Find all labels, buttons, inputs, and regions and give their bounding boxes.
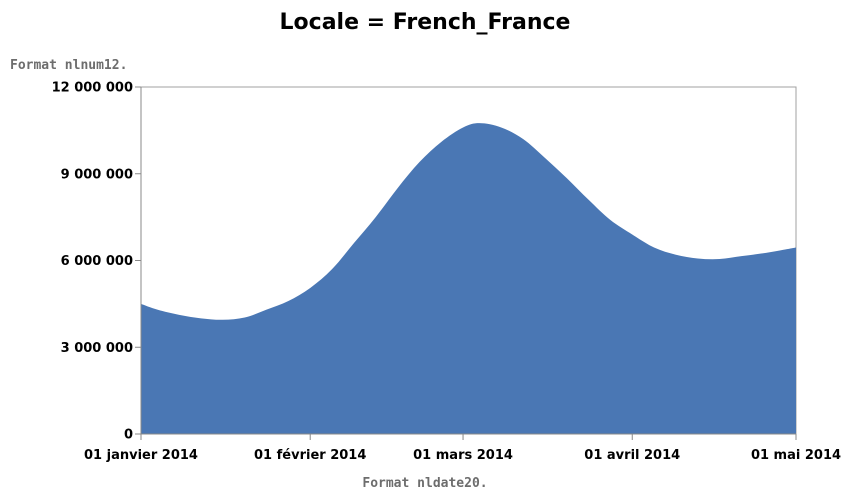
data-point xyxy=(157,309,158,310)
data-point xyxy=(697,258,698,259)
data-point xyxy=(332,269,333,270)
data-point xyxy=(479,123,480,124)
data-point xyxy=(719,259,720,260)
y-tick-label: 0 xyxy=(124,428,133,443)
data-point xyxy=(419,162,420,163)
data-point xyxy=(353,243,354,244)
data-point xyxy=(796,247,797,248)
data-point xyxy=(288,300,289,301)
x-tick-label: 01 février 2014 xyxy=(254,448,366,463)
data-point xyxy=(501,127,502,128)
data-point xyxy=(463,127,464,128)
data-point xyxy=(610,220,611,221)
data-point xyxy=(785,249,786,250)
data-point xyxy=(523,139,524,140)
data-point xyxy=(588,199,589,200)
x-tick-label: 01 avril 2014 xyxy=(584,448,680,463)
y-tick-label: 6 000 000 xyxy=(61,254,133,269)
y-axis-label: Format nlnum12. xyxy=(10,58,128,73)
data-point xyxy=(632,234,633,235)
x-tick-label: 01 mars 2014 xyxy=(413,448,513,463)
y-tick-label: 3 000 000 xyxy=(61,341,133,356)
x-tick-label: 01 janvier 2014 xyxy=(84,448,198,463)
data-point xyxy=(441,141,442,142)
data-point xyxy=(244,317,245,318)
x-axis-label: Format nldate20. xyxy=(362,476,488,491)
data-point xyxy=(566,178,567,179)
data-point xyxy=(675,254,676,255)
area-series-0 xyxy=(141,123,796,434)
data-point xyxy=(397,188,398,189)
data-point xyxy=(741,256,742,257)
data-point xyxy=(201,318,202,319)
data-point xyxy=(310,287,311,288)
data-point xyxy=(544,157,545,158)
data-point xyxy=(266,309,267,310)
data-point xyxy=(222,319,223,320)
data-point xyxy=(375,217,376,218)
data-point xyxy=(179,314,180,315)
y-tick-label: 12 000 000 xyxy=(52,81,133,96)
chart-title: Locale = French_France xyxy=(279,10,571,35)
data-point xyxy=(763,253,764,254)
x-tick-label: 01 mai 2014 xyxy=(751,448,841,463)
data-point xyxy=(654,247,655,248)
y-tick-label: 9 000 000 xyxy=(61,167,133,182)
